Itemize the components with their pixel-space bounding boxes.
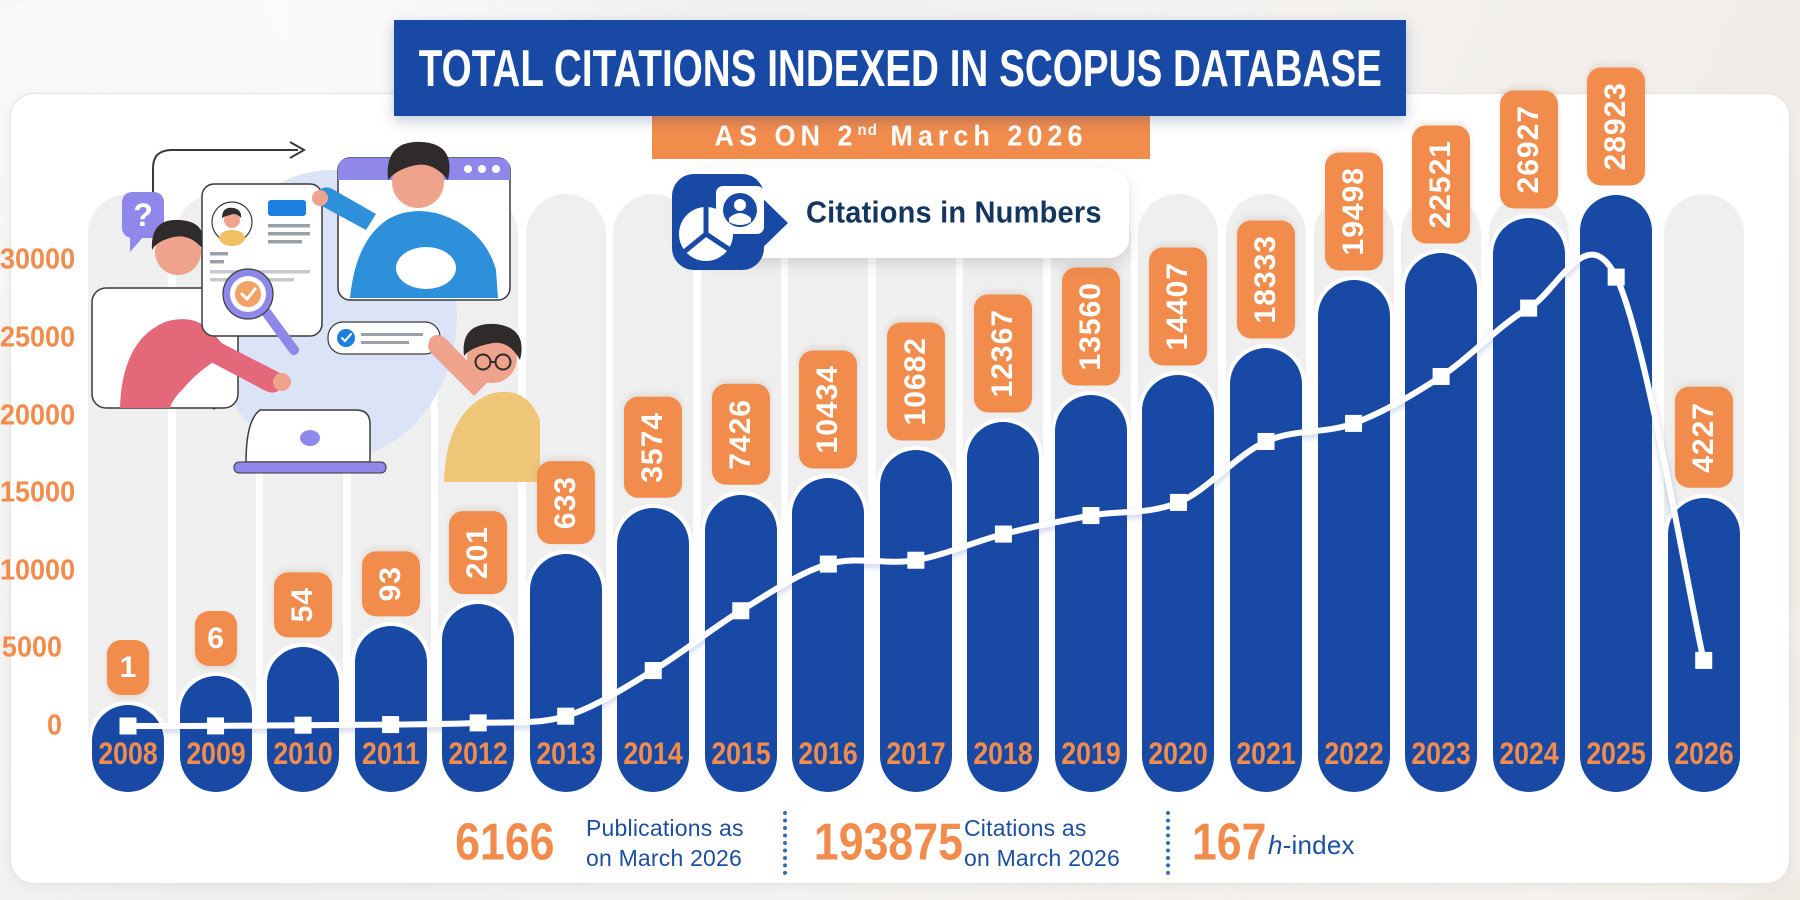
title-banner: TOTAL CITATIONS INDEXED IN SCOPUS DATABA… bbox=[394, 20, 1406, 116]
hindex-count: 167 bbox=[1191, 812, 1267, 871]
stats-divider bbox=[1166, 811, 1170, 875]
page-title: TOTAL CITATIONS INDEXED IN SCOPUS DATABA… bbox=[418, 38, 1382, 98]
subtitle-banner: AS ON 2nd March 2026 bbox=[652, 114, 1150, 159]
subtitle-superscript: nd bbox=[857, 121, 878, 140]
publications-count: 6166 bbox=[455, 812, 555, 871]
citations-label: Citations as on March 2026 bbox=[964, 815, 1121, 871]
badge-label: Citations in Numbers bbox=[806, 195, 1102, 230]
citations-count: 193875 bbox=[813, 812, 963, 871]
publications-label: Publications as on March 2026 bbox=[586, 815, 744, 871]
subtitle-text: AS ON 2nd March 2026 bbox=[714, 120, 1088, 152]
stats-divider bbox=[783, 811, 787, 875]
pie-chart-person-icon bbox=[672, 174, 788, 270]
hindex-label: h-index bbox=[1268, 830, 1355, 860]
